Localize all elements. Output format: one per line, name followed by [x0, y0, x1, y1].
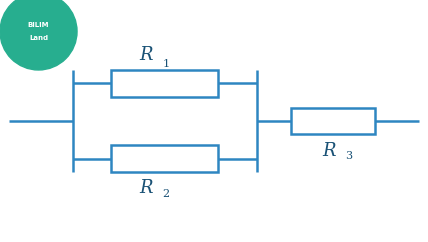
Text: 1: 1 — [163, 59, 170, 69]
Text: 3: 3 — [346, 151, 353, 161]
Text: R: R — [322, 142, 336, 159]
Text: 2: 2 — [163, 189, 170, 199]
Bar — [291, 108, 374, 134]
Text: BILIM: BILIM — [28, 23, 49, 28]
Ellipse shape — [0, 0, 77, 70]
Text: R: R — [139, 179, 153, 197]
Text: Land: Land — [29, 35, 48, 40]
Bar — [111, 145, 218, 172]
Bar — [111, 70, 218, 97]
Text: R: R — [139, 46, 153, 64]
